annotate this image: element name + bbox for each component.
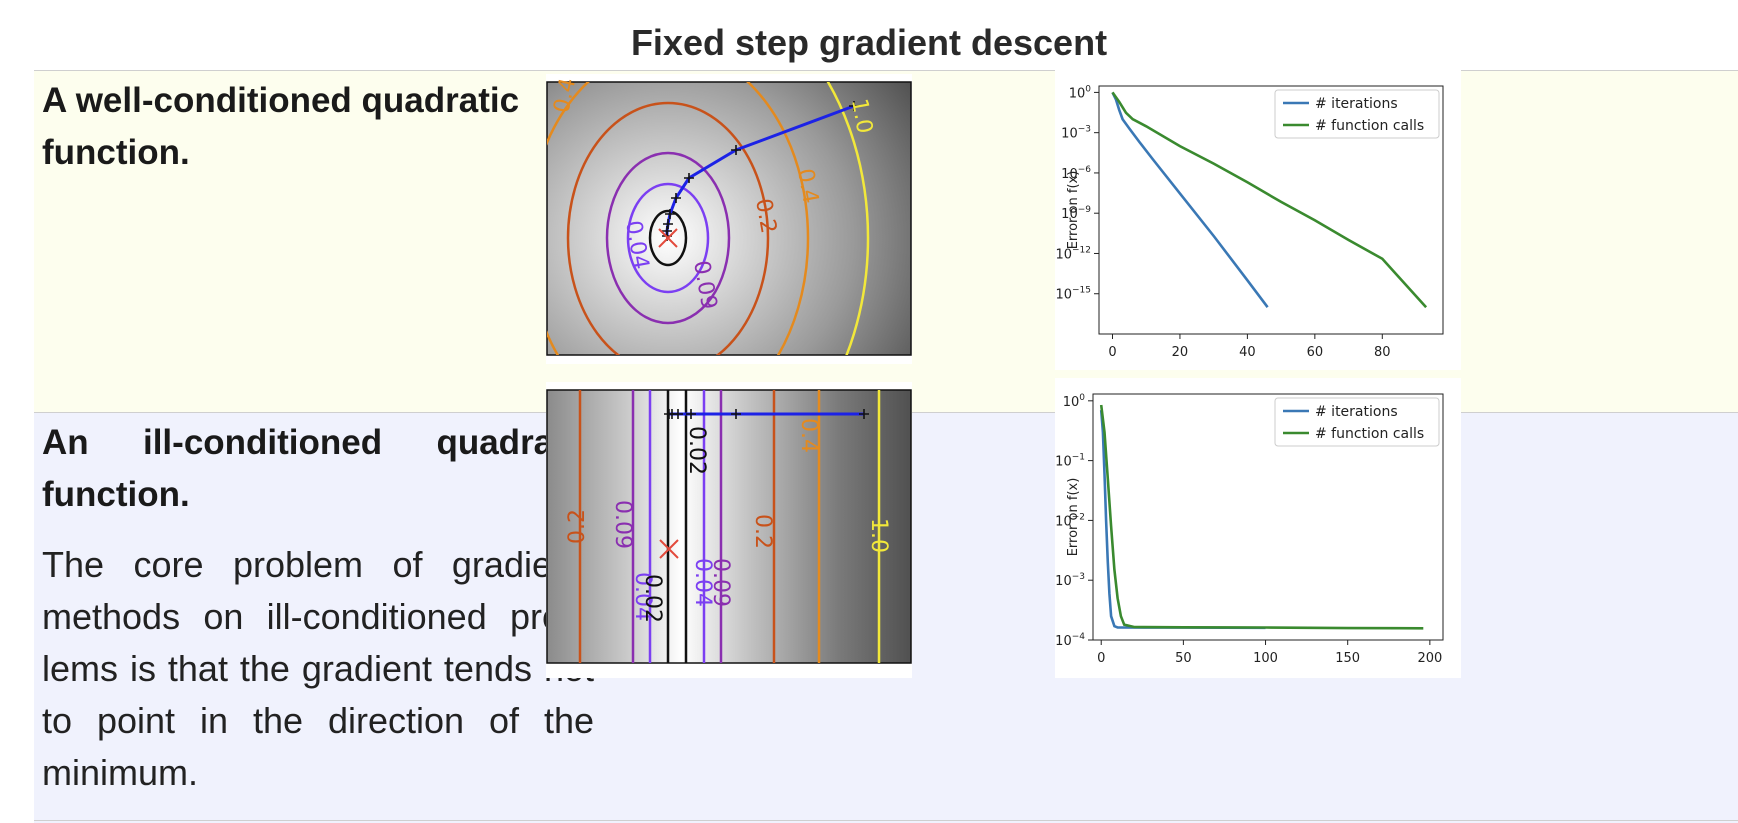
contour-line xyxy=(547,82,810,355)
contour-lines xyxy=(578,390,881,663)
x-tick-label: 200 xyxy=(1417,651,1442,666)
x-tick-label: 20 xyxy=(1172,345,1189,360)
row-title: A well-conditioned quadratic function. xyxy=(42,81,520,172)
x-tick-label: 100 xyxy=(1253,651,1278,666)
x-tick-label: 0 xyxy=(1108,345,1116,360)
legend-entry: # function calls xyxy=(1315,118,1424,134)
contour-line xyxy=(626,182,710,294)
error-chart-ill-conditioned: 0 50 100 150 200 100 10−1 10−2 10−3 10−4 Error on … xyxy=(1055,378,1461,678)
x-tick-label: 40 xyxy=(1239,345,1256,360)
contour-label: 0.2 xyxy=(565,509,590,544)
y-tick-label: 100 xyxy=(1069,84,1092,101)
contour-line xyxy=(648,209,688,267)
contour-line xyxy=(566,101,770,355)
y-axis-label: Error on f(x) xyxy=(1066,171,1081,250)
legend-entry: # iterations xyxy=(1315,404,1398,420)
y-tick-label: 10−4 xyxy=(1055,632,1085,649)
y-tick-label: 10−3 xyxy=(1055,572,1085,589)
iterate-markers xyxy=(664,409,869,419)
y-tick-label: 10−3 xyxy=(1061,125,1091,142)
contour-line xyxy=(826,82,870,355)
x-tick-label: 60 xyxy=(1307,345,1324,360)
y-tick-label: 10−15 xyxy=(1055,286,1091,303)
y-axis-label: Error on f(x) xyxy=(1066,478,1081,557)
contour-label: 0.02 xyxy=(684,426,709,475)
contour-label: 0.09 xyxy=(610,500,635,549)
contour-label: 0.2 xyxy=(750,197,781,236)
series-line xyxy=(1099,404,1424,630)
legend xyxy=(1274,397,1440,447)
row-description: The core problem of gradient-methods on … xyxy=(42,544,594,793)
contour-label: 0.4 xyxy=(792,167,823,206)
page-title: Fixed step gradient descent xyxy=(630,22,1108,63)
contour-label: 0.04 xyxy=(630,572,655,621)
x-tick-label: 80 xyxy=(1374,345,1391,360)
row-title: An ill-conditioned quadratic function. xyxy=(42,423,594,514)
x-tick-label: 0 xyxy=(1097,651,1105,666)
series-line xyxy=(1111,91,1269,308)
chart-svg: 0 20 40 60 8010010−310−610−910−1210−15Error … xyxy=(1055,84,1444,360)
contour-plot-well-conditioned: 0.4 1.0 0.4 0.2 0.04 0.09 xyxy=(546,74,912,364)
x-tick-label: 150 xyxy=(1335,651,1360,666)
legend-entry: # iterations xyxy=(1315,96,1398,112)
contour-background xyxy=(546,389,912,664)
minimum-marker xyxy=(659,539,679,559)
contour-label: 0.04 xyxy=(690,558,715,607)
contour-label: 0.4 xyxy=(796,418,821,453)
contour-labels: 0.2 0.09 0.02 0.04 0.02 0.04 0.09 0.4 0.… xyxy=(565,418,891,623)
x-tick-label: 50 xyxy=(1175,651,1192,666)
contour-label: 0.09 xyxy=(708,558,733,607)
y-tick-label: 100 xyxy=(1063,393,1086,410)
y-tick-label: 10−1 xyxy=(1055,453,1085,470)
minimum-marker xyxy=(658,228,678,248)
contour-label: 0.02 xyxy=(640,574,665,623)
legend xyxy=(1274,89,1440,139)
error-chart-well-conditioned: 0 20 40 60 80 100 10−3 10−6 10−9 10−12 10−15 Error … xyxy=(1055,66,1461,370)
legend-entry: # function calls xyxy=(1315,426,1424,442)
series-line xyxy=(1111,91,1428,309)
contour-label: 1.0 xyxy=(846,97,877,136)
table-bottom-rule xyxy=(34,820,1738,821)
contour-plot-ill-conditioned: 0.2 0.09 0.02 0.04 0.02 0.04 0.09 0.4 0.… xyxy=(546,382,912,678)
contour-label: 0.2 xyxy=(750,514,775,549)
contour-line xyxy=(605,151,731,325)
contour-label: 1.0 xyxy=(866,518,891,553)
